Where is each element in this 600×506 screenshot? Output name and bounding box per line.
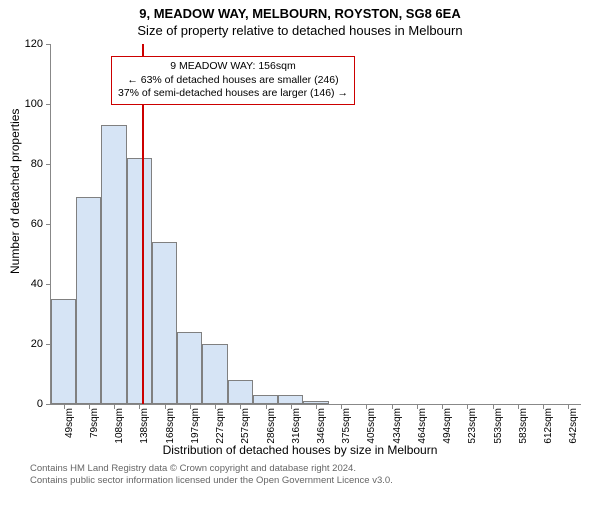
- xtick-label: 375sqm: [341, 408, 352, 458]
- y-axis-label: Number of detached properties: [8, 109, 22, 274]
- footer-line2: Contains public sector information licen…: [30, 475, 600, 487]
- xtick-label: 257sqm: [240, 408, 251, 458]
- histogram-bar: [127, 158, 152, 404]
- annotation-line3: 37% of semi-detached houses are larger (…: [118, 87, 348, 101]
- ytick-label: 40: [13, 278, 43, 290]
- xtick-label: 583sqm: [518, 408, 529, 458]
- xtick-label: 346sqm: [316, 408, 327, 458]
- xtick-label: 405sqm: [366, 408, 377, 458]
- footer-line1: Contains HM Land Registry data © Crown c…: [30, 463, 600, 475]
- xtick-label: 286sqm: [266, 408, 277, 458]
- histogram-bar: [76, 197, 101, 404]
- xtick-label: 227sqm: [215, 408, 226, 458]
- ytick-mark: [46, 284, 51, 285]
- xtick-label: 553sqm: [493, 408, 504, 458]
- xtick-label: 523sqm: [467, 408, 478, 458]
- xtick-label: 642sqm: [568, 408, 579, 458]
- xtick-label: 464sqm: [417, 408, 428, 458]
- xtick-label: 197sqm: [190, 408, 201, 458]
- xtick-label: 434sqm: [392, 408, 403, 458]
- annotation-line2: ← 63% of detached houses are smaller (24…: [118, 74, 348, 88]
- ytick-label: 0: [13, 398, 43, 410]
- xtick-label: 138sqm: [139, 408, 150, 458]
- xtick-label: 108sqm: [114, 408, 125, 458]
- ytick-mark: [46, 44, 51, 45]
- histogram-bar: [177, 332, 202, 404]
- histogram-bar: [101, 125, 126, 404]
- title-line1: 9, MEADOW WAY, MELBOURN, ROYSTON, SG8 6E…: [0, 6, 600, 21]
- ytick-label: 20: [13, 338, 43, 350]
- histogram-bar: [228, 380, 253, 404]
- ytick-mark: [46, 224, 51, 225]
- xtick-label: 612sqm: [543, 408, 554, 458]
- histogram-bar: [202, 344, 227, 404]
- xtick-label: 168sqm: [165, 408, 176, 458]
- ytick-label: 100: [13, 98, 43, 110]
- ytick-label: 120: [13, 38, 43, 50]
- histogram-bar: [278, 395, 303, 404]
- xtick-label: 49sqm: [64, 408, 75, 458]
- histogram-bar: [253, 395, 278, 404]
- plot-area: 02040608010012049sqm79sqm108sqm138sqm168…: [50, 44, 581, 405]
- annotation-box: 9 MEADOW WAY: 156sqm← 63% of detached ho…: [111, 56, 355, 105]
- annotation-line1: 9 MEADOW WAY: 156sqm: [118, 60, 348, 74]
- ytick-label: 80: [13, 158, 43, 170]
- title-line2: Size of property relative to detached ho…: [0, 23, 600, 38]
- chart-container: Number of detached properties 0204060801…: [0, 44, 600, 457]
- ytick-mark: [46, 404, 51, 405]
- xtick-label: 316sqm: [291, 408, 302, 458]
- footer-attribution: Contains HM Land Registry data © Crown c…: [30, 463, 600, 488]
- ytick-label: 60: [13, 218, 43, 230]
- xtick-label: 79sqm: [89, 408, 100, 458]
- ytick-mark: [46, 104, 51, 105]
- ytick-mark: [46, 164, 51, 165]
- xtick-label: 494sqm: [442, 408, 453, 458]
- histogram-bar: [51, 299, 76, 404]
- histogram-bar: [152, 242, 177, 404]
